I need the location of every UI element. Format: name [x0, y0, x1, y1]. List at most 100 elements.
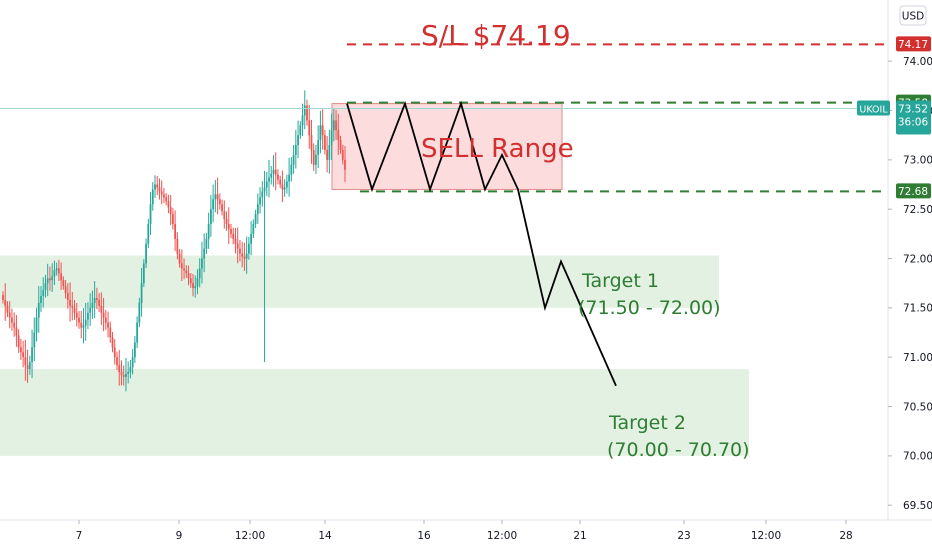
time-axis-label: 28: [839, 530, 852, 542]
price-tag-last[interactable]: 73.52 36:06: [896, 100, 931, 135]
candle: [225, 211, 228, 231]
price-axis-label: 70.00: [903, 451, 932, 463]
candle: [60, 262, 63, 290]
candle: [4, 283, 7, 321]
candle: [223, 200, 226, 229]
price-axis-label: 71.00: [903, 352, 932, 364]
candle: [46, 263, 49, 297]
candle: [176, 232, 179, 260]
price-tag-value: 72.68: [898, 186, 928, 198]
candle: [104, 309, 107, 330]
candle: [283, 179, 286, 197]
candle: [53, 260, 56, 286]
time-axis-label: 16: [417, 530, 431, 542]
time-axis[interactable]: 7 9 12:00 14 16 12:00 21 23 12:00 28: [76, 520, 853, 542]
candle: [19, 338, 22, 360]
candle: [62, 276, 65, 290]
candle: [268, 159, 270, 198]
candle: [107, 311, 109, 338]
candle: [15, 314, 18, 347]
candle: [317, 125, 320, 169]
candle: [42, 277, 45, 308]
candle: [136, 316, 139, 349]
target2-range: (70.00 - 70.70): [607, 439, 750, 461]
candle: [310, 119, 313, 164]
candle: [78, 311, 80, 329]
candle: [214, 180, 217, 213]
time-axis-label: 12:00: [235, 530, 265, 542]
candle: [82, 308, 85, 344]
symbol-tag[interactable]: UKOIL: [857, 100, 890, 116]
candle: [167, 194, 170, 214]
candle: [285, 174, 288, 194]
price-axis-label: 73.00: [903, 155, 932, 167]
time-axis-label: 7: [76, 530, 83, 542]
target2-title: Target 2: [608, 412, 686, 434]
candle: [87, 302, 89, 330]
candle: [133, 336, 136, 363]
stop-loss-label: S/L $74.19: [421, 19, 571, 52]
candle: [44, 274, 47, 298]
price-axis-label: 70.50: [903, 401, 932, 413]
candle: [315, 144, 317, 174]
candle: [91, 290, 94, 319]
price-tag-value: 74.17: [898, 39, 928, 51]
candle: [95, 287, 98, 310]
candle: [207, 212, 210, 249]
candle: [17, 329, 20, 353]
time-axis-label: 23: [677, 530, 690, 542]
candle: [156, 176, 159, 196]
price-axis-label: 71.50: [903, 303, 932, 315]
candle: [169, 195, 172, 226]
time-axis-label: 12:00: [751, 530, 781, 542]
candle: [256, 193, 259, 224]
price-axis-label: 72.00: [903, 253, 932, 265]
candle: [151, 182, 154, 211]
candle: [33, 317, 36, 362]
price-axis-label: 69.50: [903, 500, 932, 512]
candle: [80, 310, 83, 339]
candle: [339, 135, 342, 154]
candle: [178, 249, 181, 268]
candle: [75, 303, 78, 327]
candle: [192, 274, 194, 297]
candle: [272, 155, 275, 187]
candle: [198, 258, 201, 288]
candle: [98, 293, 101, 313]
candle: [239, 239, 241, 262]
candle: [174, 210, 177, 251]
candle: [243, 242, 246, 271]
candle: [13, 312, 16, 337]
candle: [22, 340, 25, 368]
sell-range-label: SELL Range: [421, 134, 574, 164]
candle: [330, 113, 333, 161]
candle: [312, 143, 315, 171]
candle: [180, 249, 183, 282]
time-axis-label: 14: [318, 530, 332, 542]
candle: [259, 187, 261, 214]
candle: [142, 259, 145, 287]
candle: [131, 348, 134, 375]
candle: [274, 152, 277, 191]
candle: [118, 349, 121, 386]
price-tag-range-bottom[interactable]: 72.68: [896, 183, 931, 199]
candle: [294, 129, 297, 169]
candle: [323, 130, 326, 155]
candle: [196, 269, 199, 295]
candle: [344, 146, 346, 183]
candle: [102, 297, 105, 332]
candle: [250, 221, 253, 256]
candle: [236, 227, 239, 264]
candle: [73, 299, 76, 320]
price-axis-label: 74.00: [903, 56, 932, 68]
currency-box[interactable]: [899, 5, 927, 26]
candle: [189, 273, 192, 288]
candle: [279, 175, 282, 189]
candle: [183, 258, 185, 280]
sell-range-zone: [331, 103, 563, 190]
candle: [113, 339, 116, 365]
price-tag-stop-loss[interactable]: 74.17: [896, 36, 931, 52]
candle: [308, 105, 311, 149]
candle: [216, 177, 219, 215]
